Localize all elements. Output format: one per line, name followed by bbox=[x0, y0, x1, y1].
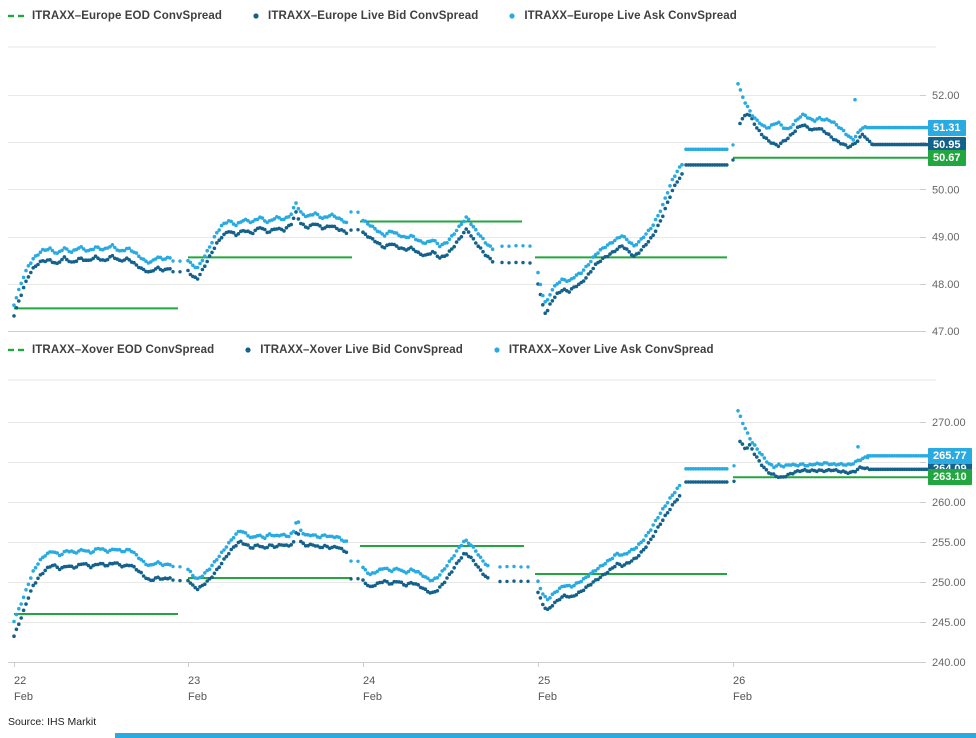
axis-label: 240.00 bbox=[932, 657, 966, 669]
axis-label: Feb bbox=[733, 691, 752, 703]
axis-label: 52.00 bbox=[932, 90, 960, 102]
itraxx-xover-grid: 240.00245.00250.00255.00260.00265.00270.… bbox=[8, 417, 966, 669]
axis-label: 22 bbox=[14, 675, 26, 687]
legend-europe: ITRAXX–Europe EOD ConvSpread ITRAXX–Europ… bbox=[8, 6, 737, 26]
legend-item-itraxx-europe-ask[interactable]: ITRAXX–Europe Live Ask ConvSpread bbox=[508, 10, 737, 22]
itraxx-xover-eod-series bbox=[14, 476, 930, 615]
axis-label: Feb bbox=[14, 691, 33, 703]
axis-label: 25 bbox=[538, 675, 550, 687]
legend-label: ITRAXX–Europe Live Ask ConvSpread bbox=[524, 10, 737, 22]
legend-item-itraxx-xover-eod[interactable]: ITRAXX–Xover EOD ConvSpread bbox=[8, 344, 214, 356]
ask-dot-icon bbox=[509, 13, 515, 19]
itraxx-xover-plot-area: 240.00245.00250.00255.00260.00265.00270.… bbox=[8, 379, 966, 703]
legend-item-itraxx-xover-ask[interactable]: ITRAXX–Xover Live Ask ConvSpread bbox=[493, 344, 714, 356]
source-note: Source: IHS Markit bbox=[8, 716, 97, 728]
axis-label: 23 bbox=[188, 675, 200, 687]
itraxx-xover-ask-series bbox=[12, 409, 930, 624]
axis-label: 48.00 bbox=[932, 279, 960, 291]
axis-label: 260.00 bbox=[932, 497, 966, 509]
axis-label: 245.00 bbox=[932, 617, 966, 629]
axis-label: 250.00 bbox=[932, 577, 966, 589]
itraxx-europe-eod-series bbox=[14, 156, 930, 310]
axis-label: 47.00 bbox=[932, 326, 960, 338]
legend-item-itraxx-europe-bid[interactable]: ITRAXX–Europe Live Bid ConvSpread bbox=[252, 10, 478, 22]
itraxx-europe-last-ask-badge: 51.31 bbox=[928, 120, 966, 136]
legend-item-itraxx-xover-bid[interactable]: ITRAXX–Xover Live Bid ConvSpread bbox=[244, 344, 463, 356]
x-axis: 22 Feb 23 Feb 24 Feb 25 Feb 26 Feb bbox=[14, 662, 752, 703]
legend-label: ITRAXX–Europe EOD ConvSpread bbox=[32, 10, 223, 22]
axis-label: 49.00 bbox=[932, 232, 960, 244]
axis-label: 24 bbox=[363, 675, 375, 687]
legend-label: ITRAXX–Europe Live Bid ConvSpread bbox=[268, 10, 479, 22]
ask-dot-icon bbox=[494, 347, 500, 353]
bid-dot-icon bbox=[245, 347, 251, 353]
itraxx-xover-last-eod-badge: 263.10 bbox=[928, 469, 972, 485]
eod-dash-line-icon bbox=[8, 348, 24, 352]
bid-dot-icon bbox=[253, 13, 259, 19]
axis-label: 255.00 bbox=[932, 537, 966, 549]
itraxx-europe-ask-series bbox=[12, 82, 932, 308]
eod-dash-line-icon bbox=[8, 14, 24, 18]
axis-label: 26 bbox=[733, 675, 745, 687]
axis-label: 270.00 bbox=[932, 417, 966, 429]
itraxx-europe-last-eod-badge: 50.67 bbox=[928, 150, 966, 166]
legend-label: ITRAXX–Xover Live Bid ConvSpread bbox=[260, 344, 463, 356]
legend-xover: ITRAXX–Xover EOD ConvSpread ITRAXX–Xover … bbox=[8, 340, 714, 360]
axis-label: Feb bbox=[538, 691, 557, 703]
bottom-accent-bar bbox=[115, 733, 976, 738]
legend-item-itraxx-europe-eod[interactable]: ITRAXX–Europe EOD ConvSpread bbox=[8, 10, 222, 22]
axis-label: 50.00 bbox=[932, 184, 960, 196]
itraxx-xover-bid-series bbox=[12, 439, 931, 638]
itraxx-xover-last-ask-badge: 265.77 bbox=[928, 448, 972, 464]
itraxx-europe-last-bid-badge: 50.95 bbox=[928, 137, 966, 153]
legend-label: ITRAXX–Xover Live Ask ConvSpread bbox=[508, 344, 714, 356]
itraxx-europe-bid-series bbox=[12, 112, 930, 318]
legend-label: ITRAXX–Xover EOD ConvSpread bbox=[32, 344, 215, 356]
axis-label: Feb bbox=[188, 691, 207, 703]
axis-label: Feb bbox=[363, 691, 382, 703]
